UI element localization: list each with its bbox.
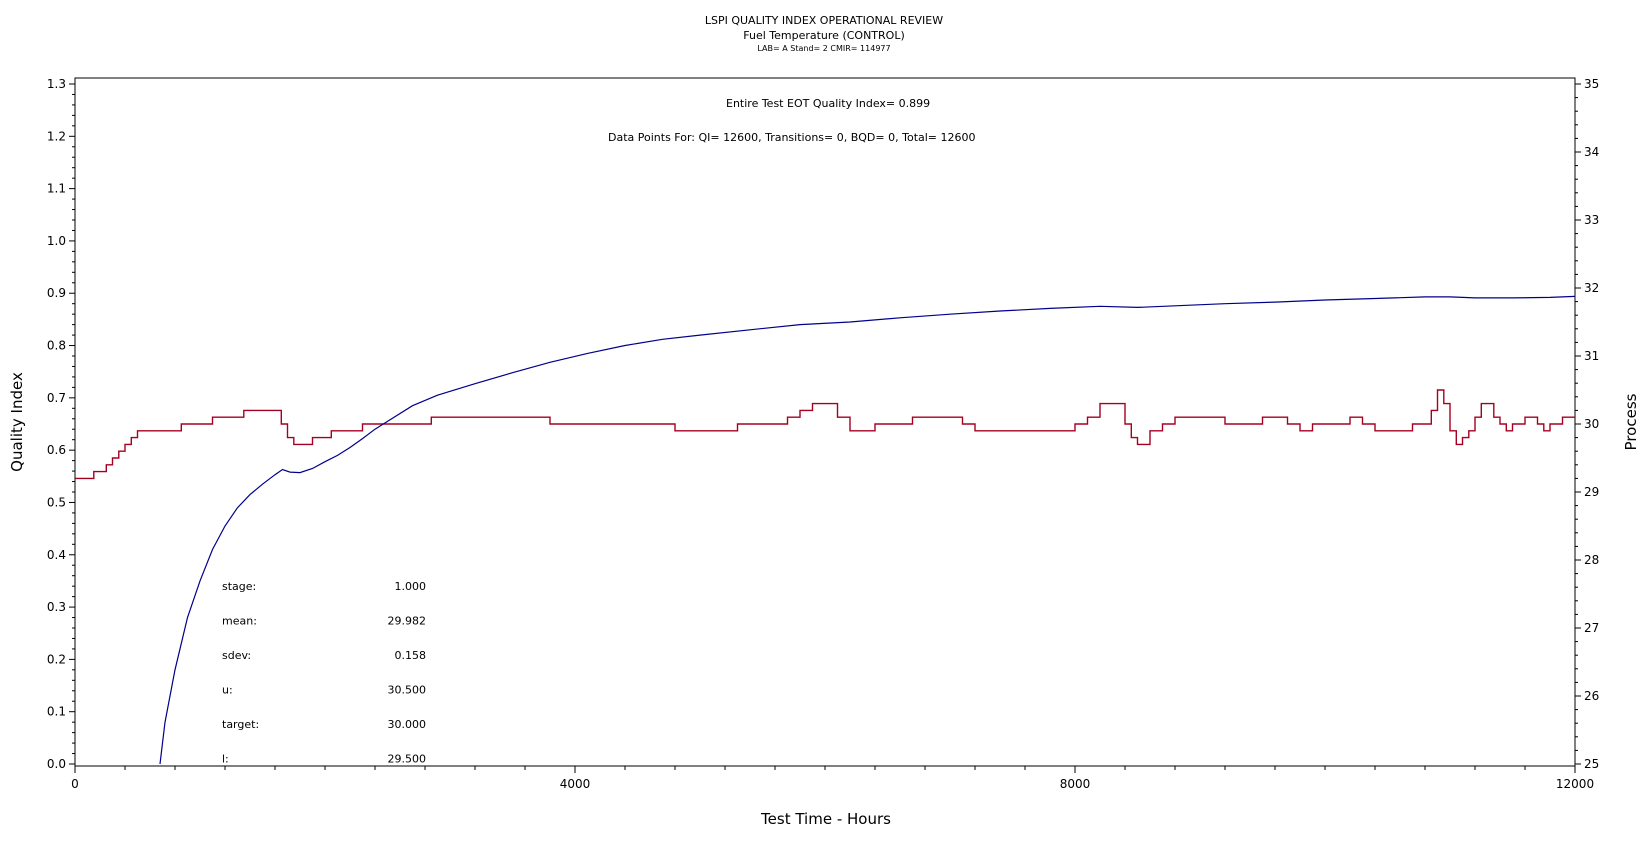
- y-right-tick-label: 28: [1584, 553, 1599, 567]
- y-left-tick-label: 1.1: [47, 182, 66, 196]
- y-left-tick-label: 0.8: [47, 339, 66, 353]
- y-right-tick-label: 34: [1584, 145, 1599, 159]
- right-axis: 25 26 27 28 29 30 31 32 33 34 35: [1575, 77, 1599, 771]
- stats-panel: stage: 1.000 mean: 29.982 sdev: 0.158 u: 30.500…: [222, 580, 426, 766]
- stat-value: 30.500: [388, 684, 427, 697]
- process-line: [75, 389, 1575, 480]
- y-left-tick-label: 0.1: [47, 705, 66, 719]
- data-points-summary: Data Points For: QI= 12600, Transitions=…: [608, 131, 976, 144]
- y-right-tick-label: 26: [1584, 689, 1599, 703]
- chart-subsubtitle: LAB= A Stand= 2 CMIR= 114977: [757, 44, 890, 53]
- stat-label: target:: [222, 718, 259, 731]
- x-tick-label: 8000: [1060, 777, 1091, 791]
- y-right-tick-label: 30: [1584, 417, 1599, 431]
- x-axis: 0 4000 8000 12000: [71, 766, 1594, 791]
- chart-title: LSPI QUALITY INDEX OPERATIONAL REVIEW: [705, 14, 943, 27]
- left-axis: 0.0 0.1 0.2 0.3 0.4 0.5 0.6 0.7 0.8 0.9 1.0 1.1 1.2 1…: [47, 77, 75, 771]
- stat-value: 1.000: [395, 580, 427, 593]
- y-right-tick-label: 33: [1584, 213, 1599, 227]
- stat-value: 29.500: [388, 753, 427, 766]
- y-right-axis-title: Process: [1622, 393, 1640, 450]
- y-left-tick-label: 1.3: [47, 77, 66, 91]
- quality-index-line: [159, 295, 1576, 765]
- y-left-tick-label: 0.6: [47, 443, 66, 457]
- y-right-tick-label: 27: [1584, 621, 1599, 635]
- y-left-tick-label: 1.2: [47, 129, 66, 143]
- y-left-tick-label: 0.2: [47, 652, 66, 666]
- x-tick-label: 0: [71, 777, 79, 791]
- y-right-tick-label: 32: [1584, 281, 1599, 295]
- y-left-tick-label: 0.4: [47, 548, 66, 562]
- y-left-tick-label: 0.0: [47, 757, 66, 771]
- stat-label: mean:: [222, 615, 257, 628]
- stat-label: u:: [222, 684, 233, 697]
- y-right-tick-label: 35: [1584, 77, 1599, 91]
- y-right-tick-label: 25: [1584, 757, 1599, 771]
- y-left-axis-title: Quality Index: [8, 372, 26, 472]
- x-tick-label: 12000: [1556, 777, 1594, 791]
- x-axis-title: Test Time - Hours: [760, 810, 891, 828]
- y-left-tick-label: 0.7: [47, 391, 66, 405]
- stat-label: sdev:: [222, 649, 251, 662]
- y-left-tick-label: 1.0: [47, 234, 66, 248]
- stat-value: 29.982: [388, 615, 427, 628]
- y-left-tick-label: 0.3: [47, 600, 66, 614]
- y-left-tick-label: 0.5: [47, 495, 66, 509]
- y-right-tick-label: 29: [1584, 485, 1599, 499]
- series-layer: [75, 295, 1576, 765]
- chart-subtitle: Fuel Temperature (CONTROL): [743, 29, 905, 42]
- y-right-tick-label: 31: [1584, 349, 1599, 363]
- y-left-tick-label: 0.9: [47, 286, 66, 300]
- eot-quality-index: Entire Test EOT Quality Index= 0.899: [726, 97, 930, 110]
- stat-value: 0.158: [395, 649, 427, 662]
- stat-label: stage:: [222, 580, 256, 593]
- stat-label: l:: [222, 753, 229, 766]
- stat-value: 30.000: [388, 718, 427, 731]
- x-tick-label: 4000: [560, 777, 591, 791]
